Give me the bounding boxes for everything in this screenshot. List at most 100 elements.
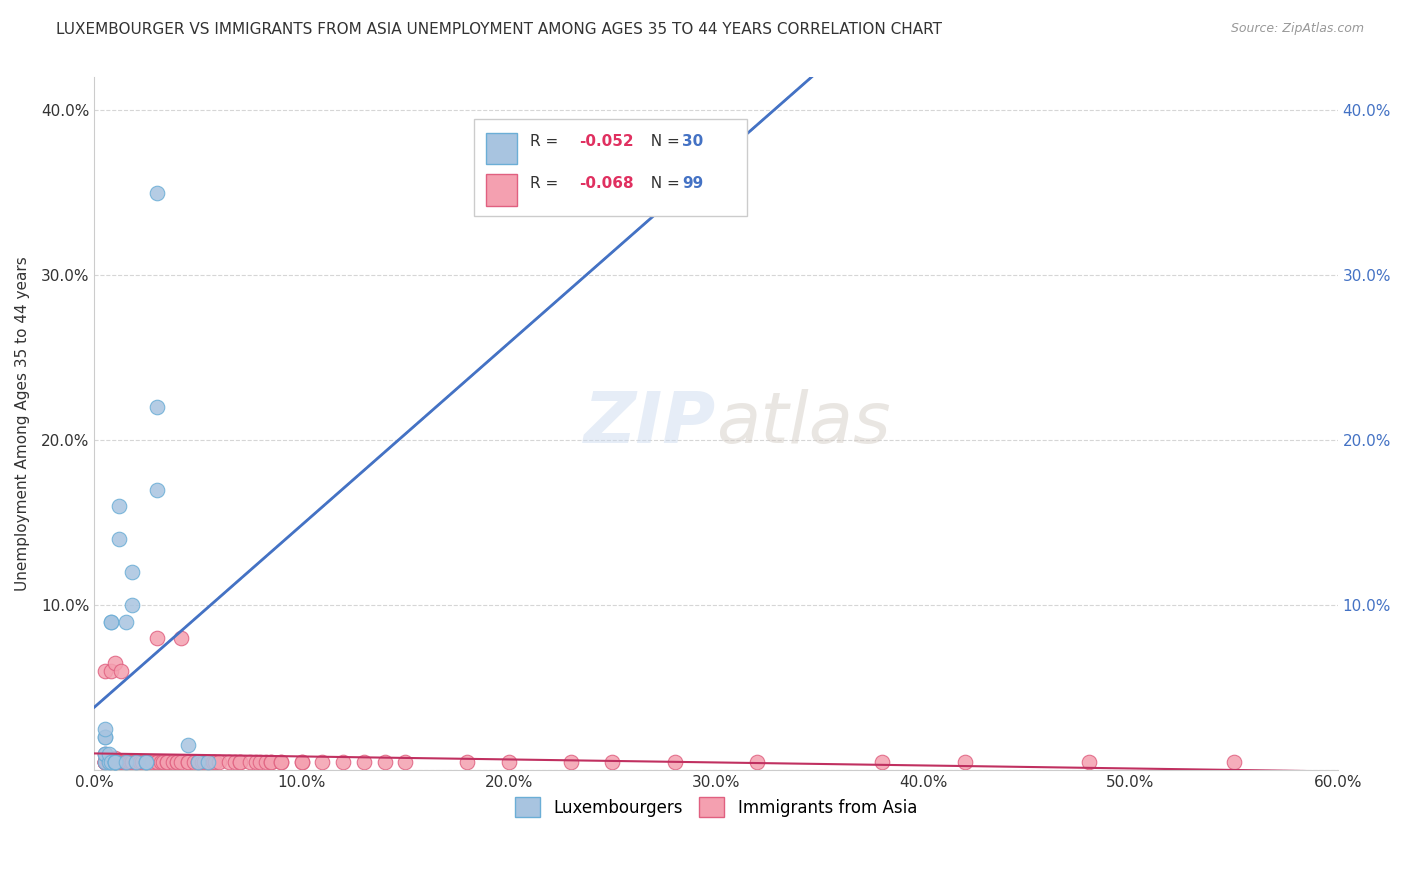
Point [224, 755, 246, 769]
Y-axis label: Unemployment Among Ages 35 to 44 years: Unemployment Among Ages 35 to 44 years [15, 256, 30, 591]
Point [187, 755, 209, 769]
Point [135, 755, 157, 769]
Point [125, 755, 148, 769]
Point [104, 755, 127, 769]
Bar [486, 175, 517, 205]
Point [129, 755, 152, 769]
Point [145, 755, 167, 769]
Point [108, 755, 131, 769]
Point [1078, 755, 1101, 769]
Point [100, 615, 122, 629]
Point [98, 747, 121, 761]
Point [94, 755, 117, 769]
Point [110, 755, 132, 769]
Text: atlas: atlas [716, 389, 890, 458]
Point [135, 755, 157, 769]
Point [141, 755, 163, 769]
Point [104, 755, 127, 769]
Point [208, 755, 231, 769]
Point [104, 755, 127, 769]
Point [100, 755, 122, 769]
Point [870, 755, 893, 769]
Point [145, 631, 167, 645]
FancyBboxPatch shape [474, 119, 747, 216]
Point [100, 755, 122, 769]
Point [117, 755, 139, 769]
Text: LUXEMBOURGER VS IMMIGRANTS FROM ASIA UNEMPLOYMENT AMONG AGES 35 TO 44 YEARS CORR: LUXEMBOURGER VS IMMIGRANTS FROM ASIA UNE… [56, 22, 942, 37]
Point [191, 755, 214, 769]
Point [100, 755, 122, 769]
Point [456, 755, 478, 769]
Point [187, 755, 209, 769]
Point [131, 755, 153, 769]
Point [100, 664, 122, 678]
Point [953, 755, 976, 769]
Point [94, 722, 117, 736]
Point [145, 401, 167, 415]
Point [145, 755, 167, 769]
Point [94, 755, 117, 769]
Point [125, 755, 148, 769]
Point [170, 631, 193, 645]
Point [104, 755, 127, 769]
Point [94, 747, 117, 761]
Point [187, 755, 209, 769]
Point [125, 755, 148, 769]
Point [311, 755, 333, 769]
Point [602, 755, 624, 769]
Point [245, 755, 267, 769]
Point [560, 755, 582, 769]
Point [108, 499, 131, 513]
Point [256, 755, 278, 769]
Text: 30: 30 [682, 134, 704, 149]
Point [249, 755, 271, 769]
Point [108, 532, 131, 546]
Text: Source: ZipAtlas.com: Source: ZipAtlas.com [1230, 22, 1364, 36]
Point [259, 755, 281, 769]
Text: ZIP: ZIP [583, 389, 716, 458]
Point [118, 755, 141, 769]
Point [121, 755, 143, 769]
Point [664, 755, 686, 769]
Point [110, 664, 132, 678]
Point [166, 755, 188, 769]
Point [121, 755, 143, 769]
Point [353, 755, 375, 769]
Point [94, 747, 117, 761]
Point [104, 755, 127, 769]
Point [291, 755, 314, 769]
Text: 99: 99 [682, 176, 704, 191]
Point [94, 755, 117, 769]
Point [270, 755, 292, 769]
Point [98, 755, 121, 769]
Point [259, 755, 281, 769]
Point [100, 755, 122, 769]
Text: N =: N = [641, 176, 685, 191]
Point [218, 755, 240, 769]
Point [100, 755, 122, 769]
Point [98, 755, 121, 769]
Point [94, 755, 117, 769]
Point [498, 755, 520, 769]
Legend: Luxembourgers, Immigrants from Asia: Luxembourgers, Immigrants from Asia [509, 790, 924, 824]
Point [125, 755, 148, 769]
Point [394, 755, 416, 769]
Point [166, 755, 188, 769]
Point [156, 755, 179, 769]
Point [114, 615, 136, 629]
Point [228, 755, 250, 769]
Point [177, 755, 200, 769]
Bar [486, 133, 517, 164]
Text: -0.068: -0.068 [579, 176, 634, 191]
Point [183, 755, 205, 769]
Point [104, 656, 127, 670]
Point [145, 186, 167, 200]
Text: N =: N = [641, 134, 685, 149]
Point [197, 755, 219, 769]
Point [104, 755, 127, 769]
Point [108, 755, 131, 769]
Point [114, 755, 136, 769]
Text: -0.052: -0.052 [579, 134, 634, 149]
Point [104, 755, 127, 769]
Point [104, 755, 127, 769]
